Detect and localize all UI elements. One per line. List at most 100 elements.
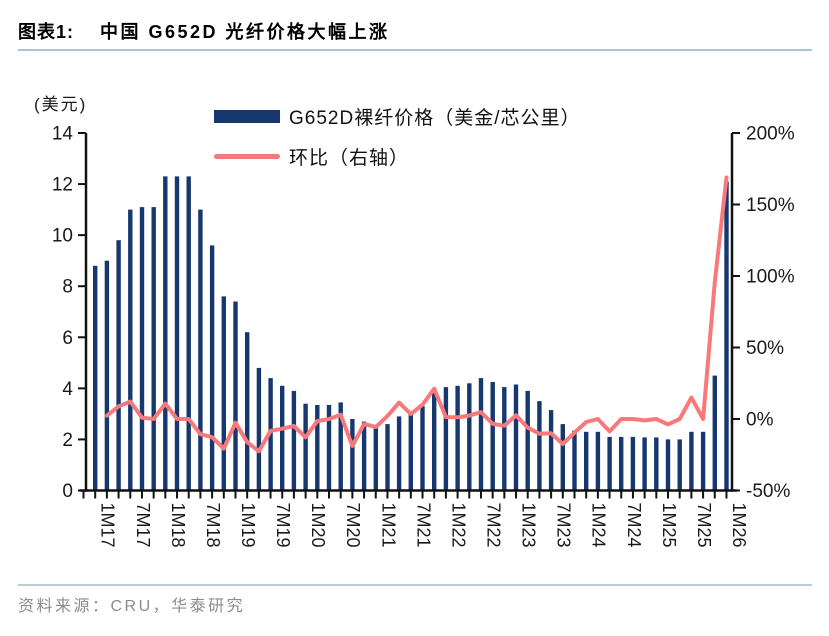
price-bar [654, 437, 659, 491]
price-bar [221, 296, 226, 491]
chart-title: 图表1: 中国 G652D 光纤价格大幅上涨 [18, 18, 812, 44]
x-axis-tick-label: 7M20 [343, 503, 363, 548]
x-axis-tick-label: 1M26 [729, 503, 749, 548]
x-axis-tick-label: 1M25 [659, 503, 679, 548]
price-bar [677, 439, 682, 491]
price-bar [373, 425, 378, 491]
x-axis-tick-label: 7M21 [413, 503, 433, 548]
price-bar [537, 401, 542, 491]
price-bar [163, 176, 168, 491]
price-bar [116, 240, 121, 491]
price-bar [291, 390, 297, 491]
price-bar [408, 413, 413, 491]
price-bar [724, 181, 729, 491]
price-bar [642, 437, 647, 491]
axis-tick-label: 4 [62, 379, 73, 400]
x-axis-tick-label: 7M22 [483, 503, 503, 548]
bar-series-swatch-icon [214, 109, 280, 123]
price-bar [630, 436, 636, 491]
x-axis-tick-label: 7M17 [133, 503, 153, 548]
x-axis-tick-label: 1M22 [448, 503, 468, 548]
price-bar [513, 384, 519, 491]
price-bar [245, 332, 250, 491]
axis-tick-label: 12 [52, 175, 73, 196]
legend-item-price: G652D裸纤价格（美金/芯公里） [214, 103, 580, 129]
price-bar [455, 385, 460, 491]
price-bar [607, 436, 612, 491]
price-bar [467, 383, 472, 491]
price-bar [700, 431, 706, 491]
x-axis-tick-label: 1M18 [168, 503, 188, 548]
price-bar [256, 367, 262, 491]
price-bar [174, 176, 180, 491]
price-bar [560, 424, 565, 491]
axis-tick-label: 0% [746, 410, 774, 431]
price-bar [338, 402, 343, 491]
price-bar [478, 378, 484, 491]
x-axis-tick-label: 1M19 [238, 503, 258, 548]
price-bar [584, 431, 589, 491]
price-bar [361, 421, 367, 491]
left-axis-unit-label: (美元) [34, 95, 88, 114]
price-bar [93, 265, 98, 491]
x-axis-tick-label: 7M24 [624, 503, 644, 548]
legend-label-mom: 环比（右轴） [289, 147, 410, 169]
x-axis-tick-label: 1M23 [519, 503, 539, 548]
price-bar [548, 410, 554, 491]
price-bar [280, 385, 285, 491]
axis-tick-label: 150% [746, 195, 795, 216]
axis-tick-label: 2 [62, 430, 73, 451]
price-bar [595, 431, 601, 491]
legend: G652D裸纤价格（美金/芯公里） 环比（右轴） [214, 103, 580, 183]
axis-tick-label: 6 [62, 328, 73, 349]
price-bar [490, 382, 495, 491]
price-bar [303, 403, 308, 491]
line-series-swatch-icon [214, 153, 280, 159]
price-bar [619, 436, 624, 491]
x-axis-tick-label: 7M18 [203, 503, 223, 548]
legend-item-mom: 环比（右轴） [214, 143, 580, 169]
price-bar [104, 260, 110, 491]
axis-tick-label: 0 [62, 481, 73, 502]
price-bar [151, 207, 156, 491]
x-axis-tick-label: 1M20 [308, 503, 328, 548]
price-bar [572, 430, 577, 491]
price-bar [350, 419, 355, 491]
price-bar [420, 406, 425, 491]
x-axis-tick-label: 7M19 [273, 503, 293, 548]
price-bar [233, 301, 238, 491]
x-axis-tick-label: 7M25 [694, 503, 714, 548]
price-bar [139, 207, 145, 491]
axis-tick-label: -50% [746, 481, 790, 502]
price-bar [326, 405, 332, 491]
price-bar [712, 375, 717, 491]
axis-tick-label: 8 [62, 277, 73, 298]
price-bar [665, 439, 671, 491]
x-axis-tick-label: 1M17 [98, 503, 118, 548]
price-bar [396, 416, 402, 491]
axis-tick-label: 100% [746, 267, 795, 288]
price-bar [209, 245, 215, 491]
price-bar [198, 209, 203, 491]
price-bar [443, 387, 449, 491]
price-bar [186, 176, 191, 491]
mom-line [104, 175, 729, 454]
x-axis-tick-label: 7M23 [554, 503, 574, 548]
price-bar [432, 388, 437, 491]
price-bar [128, 209, 133, 491]
x-axis-tick-label: 1M24 [589, 503, 609, 548]
axis-tick-label: 50% [746, 338, 784, 359]
price-bar [385, 424, 390, 491]
price-bar [689, 431, 694, 491]
chart-title-prefix: 图表1: [18, 22, 75, 42]
axis-tick-label: 14 [52, 124, 74, 145]
source-text: 资料来源：CRU，华泰研究 [18, 598, 246, 615]
axis-tick-label: 10 [52, 226, 73, 247]
x-axis-tick-label: 1M21 [378, 503, 398, 548]
source-divider [18, 584, 812, 586]
chart-title-text: 中国 G652D 光纤价格大幅上涨 [100, 22, 390, 42]
legend-label-price: G652D裸纤价格（美金/芯公里） [289, 107, 581, 129]
price-bar [502, 387, 507, 491]
